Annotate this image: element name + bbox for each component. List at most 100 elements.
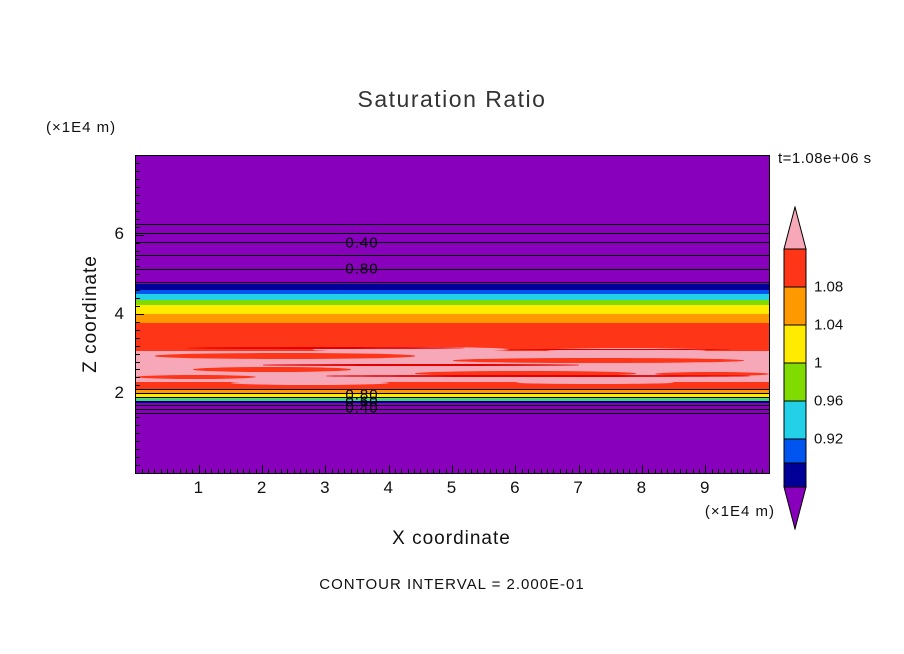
y-minor-tick <box>136 203 140 205</box>
y-minor-tick <box>136 464 140 466</box>
x-minor-tick <box>141 469 143 473</box>
contour-value-label: 0.40 <box>345 399 379 417</box>
x-tick-label: 1 <box>193 478 204 497</box>
x-major-tick <box>325 465 327 473</box>
x-minor-tick <box>236 469 238 473</box>
x-minor-tick <box>414 469 416 473</box>
contour-band-cyan <box>136 398 769 401</box>
colorbar-labels: 1.08 1.04 1 0.96 0.92 <box>814 206 884 546</box>
x-minor-tick <box>211 469 213 473</box>
y-minor-tick <box>136 179 140 181</box>
chart-title: Saturation Ratio <box>357 86 547 112</box>
y-minor-tick <box>136 432 140 434</box>
x-major-tick <box>705 465 707 473</box>
x-minor-tick <box>559 469 561 473</box>
x-minor-tick <box>395 469 397 473</box>
x-major-tick <box>578 465 580 473</box>
x-minor-tick <box>477 469 479 473</box>
x-minor-tick <box>508 469 510 473</box>
y-minor-tick <box>136 377 140 379</box>
contour-line <box>136 405 769 407</box>
x-minor-tick <box>483 469 485 473</box>
x-minor-tick <box>686 469 688 473</box>
y-minor-tick <box>136 424 140 426</box>
x-minor-tick <box>179 469 181 473</box>
x-axis-label: X coordinate <box>392 528 511 549</box>
x-tick-label: 4 <box>383 478 393 497</box>
x-minor-tick <box>603 469 605 473</box>
y-minor-tick <box>136 171 140 173</box>
colorbar-tick-label: 1.08 <box>814 278 844 296</box>
x-minor-tick <box>401 469 403 473</box>
x-minor-tick <box>679 469 681 473</box>
y-minor-tick <box>136 210 140 212</box>
y-minor-tick <box>136 274 140 276</box>
y-minor-tick <box>136 242 140 244</box>
x-minor-tick <box>736 469 738 473</box>
colorbar-arrow-bottom <box>783 486 807 531</box>
x-minor-tick <box>540 469 542 473</box>
x-minor-tick <box>584 469 586 473</box>
streak-red <box>655 371 769 376</box>
x-minor-tick <box>357 469 359 473</box>
y-tick-label: 4 <box>114 303 124 323</box>
x-minor-tick <box>610 469 612 473</box>
x-minor-tick <box>717 469 719 473</box>
x-minor-tick <box>154 469 156 473</box>
x-major-tick <box>388 465 390 473</box>
contour-line <box>136 413 769 415</box>
y-minor-tick <box>136 345 140 347</box>
x-minor-tick <box>749 469 751 473</box>
x-minor-tick <box>458 469 460 473</box>
x-minor-tick <box>255 469 257 473</box>
contour-band-purple <box>136 156 769 284</box>
x-minor-tick <box>743 469 745 473</box>
y-axis-units: (×1E4 m) <box>46 119 117 136</box>
x-minor-tick <box>268 469 270 473</box>
x-minor-tick <box>382 469 384 473</box>
y-minor-tick <box>136 385 140 387</box>
x-minor-tick <box>762 469 764 473</box>
streak-red <box>414 370 637 376</box>
x-minor-tick <box>673 469 675 473</box>
contour-value-label: 0.60 <box>345 393 379 411</box>
streak-salmon <box>230 381 390 386</box>
x-minor-tick <box>527 469 529 473</box>
x-minor-tick <box>338 469 340 473</box>
x-minor-tick <box>667 469 669 473</box>
contour-band-cyan <box>136 293 769 300</box>
streak-crimson <box>186 346 466 349</box>
contour-band-purple <box>136 402 769 473</box>
x-minor-tick <box>376 469 378 473</box>
x-tick-label: 6 <box>510 478 520 497</box>
x-minor-tick <box>521 469 523 473</box>
streak-crimson <box>325 375 750 377</box>
x-minor-tick <box>502 469 504 473</box>
x-major-tick <box>515 465 517 473</box>
y-minor-tick <box>136 290 140 292</box>
y-minor-tick <box>136 163 140 165</box>
x-minor-tick <box>622 469 624 473</box>
colorbar-tick-label: 0.92 <box>814 430 844 448</box>
x-minor-tick <box>173 469 175 473</box>
contour-value-label: 0.80 <box>345 260 379 278</box>
colorbar-segment-green <box>783 362 807 402</box>
x-minor-tick <box>293 469 295 473</box>
x-minor-tick <box>553 469 555 473</box>
y-minor-tick <box>136 226 140 228</box>
x-tick-label: 2 <box>256 478 267 497</box>
contour-line <box>136 232 769 234</box>
y-minor-tick <box>136 361 140 363</box>
x-minor-tick <box>711 469 713 473</box>
colorbar-segment-navy <box>783 462 807 488</box>
y-minor-tick <box>136 440 140 442</box>
y-minor-tick <box>136 321 140 323</box>
colorbar-arrow-top <box>783 205 807 250</box>
x-minor-tick <box>654 469 656 473</box>
x-minor-tick <box>344 469 346 473</box>
contour-value-label: 0.80 <box>345 386 379 404</box>
x-tick-label: 7 <box>573 478 583 497</box>
x-minor-tick <box>350 469 352 473</box>
streak-crimson <box>262 364 580 366</box>
y-tick-label: 6 <box>114 224 124 244</box>
